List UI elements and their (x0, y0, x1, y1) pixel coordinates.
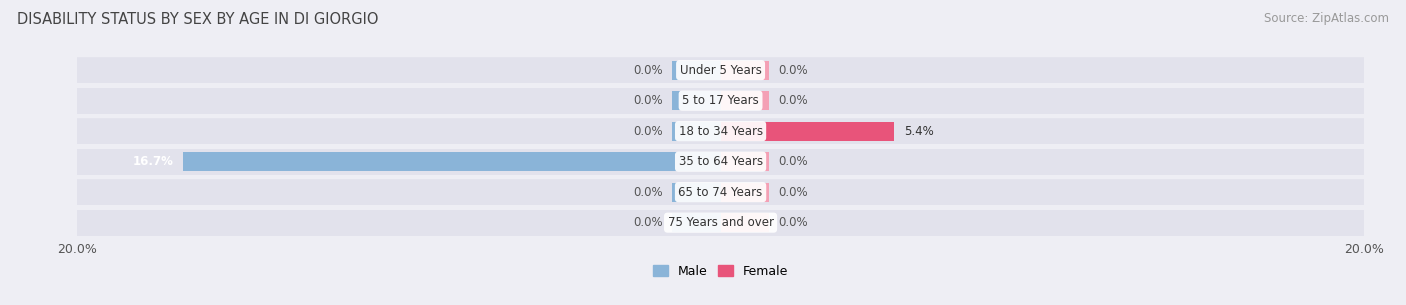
Bar (721, 91, 769, 110)
Bar (672, 183, 721, 202)
Bar (672, 91, 721, 110)
Bar (77, 210, 1364, 236)
Bar (721, 152, 769, 171)
Bar (721, 61, 769, 80)
Text: 0.0%: 0.0% (779, 216, 808, 229)
Bar (721, 183, 769, 202)
Text: 75 Years and over: 75 Years and over (668, 216, 773, 229)
Text: 16.7%: 16.7% (134, 155, 174, 168)
Text: 0.0%: 0.0% (779, 94, 808, 107)
Text: 0.0%: 0.0% (779, 155, 808, 168)
Bar (77, 179, 1364, 205)
Text: 65 to 74 Years: 65 to 74 Years (679, 186, 762, 199)
Text: 0.0%: 0.0% (779, 186, 808, 199)
Text: 18 to 34 Years: 18 to 34 Years (679, 125, 762, 138)
Bar (672, 213, 721, 232)
Text: Source: ZipAtlas.com: Source: ZipAtlas.com (1264, 12, 1389, 25)
Text: 35 to 64 Years: 35 to 64 Years (679, 155, 762, 168)
Text: DISABILITY STATUS BY SEX BY AGE IN DI GIORGIO: DISABILITY STATUS BY SEX BY AGE IN DI GI… (17, 12, 378, 27)
Text: 5 to 17 Years: 5 to 17 Years (682, 94, 759, 107)
Text: 0.0%: 0.0% (633, 64, 662, 77)
Text: 5.4%: 5.4% (904, 125, 934, 138)
Text: Under 5 Years: Under 5 Years (679, 64, 762, 77)
Text: 0.0%: 0.0% (779, 64, 808, 77)
Text: 0.0%: 0.0% (633, 186, 662, 199)
Text: 0.0%: 0.0% (633, 125, 662, 138)
Legend: Male, Female: Male, Female (648, 260, 793, 283)
Bar (721, 122, 894, 141)
Bar (77, 57, 1364, 83)
Text: 0.0%: 0.0% (633, 94, 662, 107)
Bar (77, 118, 1364, 144)
Text: 0.0%: 0.0% (633, 216, 662, 229)
Bar (672, 61, 721, 80)
Bar (77, 88, 1364, 114)
Bar (183, 152, 721, 171)
Bar (77, 149, 1364, 174)
Bar (672, 122, 721, 141)
Bar (721, 213, 769, 232)
